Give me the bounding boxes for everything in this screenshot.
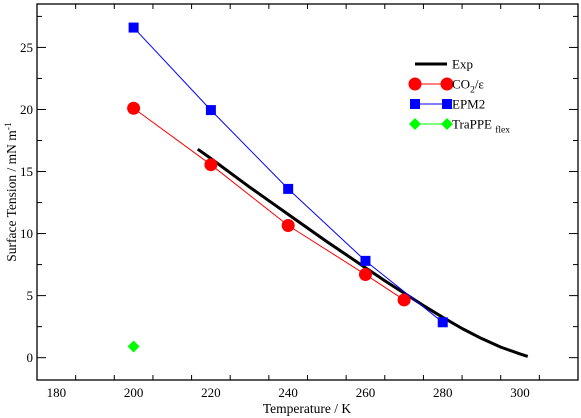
series-co2 bbox=[127, 101, 411, 307]
legend-entry-trappe-flex: TraPPE flex bbox=[409, 117, 510, 136]
x-tick-label: 180 bbox=[47, 385, 67, 400]
data-point-epm2 bbox=[128, 22, 139, 33]
y-axis-label: Surface Tension / mN m-1 bbox=[4, 122, 19, 262]
y-tick-label: 15 bbox=[20, 164, 33, 179]
data-point-co2 bbox=[281, 219, 295, 233]
x-tick-label: 220 bbox=[201, 385, 221, 400]
legend-label-trappe-flex: TraPPE flex bbox=[452, 117, 510, 136]
plot-layer bbox=[127, 22, 529, 358]
ticks-layer: 180 200 220 240 260 280 300 0 5 10 15 20 25 bbox=[20, 4, 579, 400]
legend-entry-exp: Exp bbox=[415, 57, 473, 72]
legend-label-epm2: EPM2 bbox=[452, 97, 485, 112]
legend-label-co2: CO2/ε bbox=[452, 77, 484, 96]
data-point-co2 bbox=[358, 268, 372, 282]
y-axis-label-main: Surface Tension / mN m bbox=[4, 130, 19, 262]
y-tick-label: 25 bbox=[20, 40, 33, 55]
x-tick-label: 200 bbox=[124, 385, 144, 400]
legend-entry-epm2: EPM2 bbox=[410, 97, 485, 112]
x-tick-label: 240 bbox=[278, 385, 298, 400]
legend-entry-co2: CO2/ε bbox=[408, 77, 484, 96]
legend-marker-epm2 bbox=[410, 99, 420, 109]
data-point-co2 bbox=[204, 158, 218, 172]
series-epm2 bbox=[128, 22, 448, 328]
series-exp bbox=[196, 147, 529, 358]
data-point-epm2 bbox=[360, 255, 371, 266]
data-point-co2 bbox=[397, 293, 411, 307]
legend-marker-epm2 bbox=[442, 99, 452, 109]
legend-marker-co2 bbox=[408, 77, 422, 91]
series-line-exp bbox=[196, 147, 529, 358]
series-trappe-flex bbox=[127, 340, 140, 353]
data-point-epm2 bbox=[283, 183, 294, 194]
x-tick-label: 280 bbox=[433, 385, 453, 400]
legend-marker-trappe-flex bbox=[409, 118, 421, 130]
plot-frame bbox=[36, 3, 579, 381]
y-axis-label-sup: -1 bbox=[4, 122, 14, 130]
series-line-epm2 bbox=[133, 27, 444, 323]
x-tick-label: 300 bbox=[510, 385, 530, 400]
legend-marker-co2 bbox=[440, 77, 454, 91]
data-point-co2 bbox=[127, 101, 141, 115]
x-axis-label: Temperature / K bbox=[263, 401, 352, 416]
y-tick-label: 20 bbox=[20, 102, 33, 117]
data-point-epm2 bbox=[205, 105, 216, 116]
y-tick-label: 5 bbox=[27, 288, 34, 303]
data-point-trappe-flex bbox=[127, 340, 140, 353]
legend-label-exp: Exp bbox=[452, 57, 473, 72]
data-point-epm2 bbox=[437, 317, 448, 328]
y-tick-label: 0 bbox=[27, 350, 34, 365]
legend-marker-trappe-flex bbox=[441, 118, 453, 130]
x-tick-label: 260 bbox=[356, 385, 376, 400]
y-tick-label: 10 bbox=[20, 226, 33, 241]
